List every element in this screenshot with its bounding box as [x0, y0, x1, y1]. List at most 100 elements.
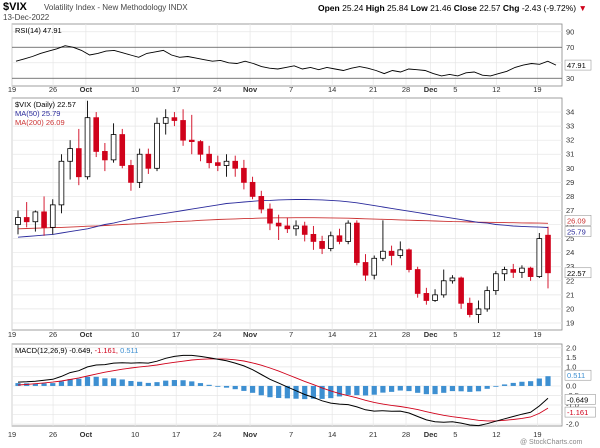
down-arrow-icon: ▼: [578, 3, 587, 13]
x-tick-label: 10: [131, 330, 139, 339]
candle-body: [449, 277, 456, 282]
candle-body: [293, 225, 299, 230]
x-tick-label: 24: [213, 430, 221, 439]
macd-hist-tag-text: 0.511: [567, 371, 585, 380]
candle-body: [380, 250, 386, 259]
macd-histogram-bar: [406, 385, 412, 392]
high-label: High: [365, 3, 385, 13]
macd-histogram-bar: [119, 379, 125, 386]
macd-legend: MACD(12,26,9) -0.649, -1.161, 0.511: [15, 346, 138, 355]
candle-body: [171, 117, 178, 121]
macd-histogram-bar: [467, 385, 473, 392]
x-tick-label: 5: [453, 330, 457, 339]
candle-body: [67, 148, 73, 162]
x-tick-label: Nov: [243, 330, 258, 339]
macd-histogram-bar: [528, 381, 534, 386]
x-tick-label: 14: [328, 85, 336, 94]
low-value: 21.46: [430, 3, 452, 13]
price-tick-label: 24: [566, 248, 574, 257]
rsi-line: [15, 45, 557, 77]
price-tick-label: 22: [566, 276, 574, 285]
macd-histogram-bar: [345, 385, 351, 395]
candle-body: [527, 267, 534, 277]
candle-body: [215, 162, 221, 166]
candle-body: [258, 196, 265, 210]
macd-histogram-bar: [206, 384, 212, 386]
price-tick-label: 32: [566, 136, 574, 145]
candle-body: [536, 238, 543, 277]
macd-histogram-bar: [475, 385, 482, 392]
macd-signal-tag-bg: [564, 406, 596, 418]
x-tick-label: 28: [402, 330, 410, 339]
x-tick-label: Dec: [424, 330, 438, 339]
macd-histogram-bar: [336, 385, 343, 397]
candle-body: [388, 250, 395, 256]
open-value: 25.24: [342, 3, 364, 13]
x-tick-label: 12: [492, 85, 500, 94]
macd-histogram-bar: [519, 381, 525, 386]
price-tick-label: 31: [566, 150, 574, 159]
macd-histogram-bar: [458, 385, 464, 392]
chart-date: 13-Dec-2022: [3, 13, 50, 22]
macd-histogram-bar: [267, 385, 273, 398]
macd-legend-part: MACD(12,26,9): [15, 346, 69, 355]
x-tick-label: Nov: [243, 430, 258, 439]
macd-histogram-bar: [449, 385, 456, 392]
ma200-tag-text: 26.09: [567, 216, 586, 225]
x-tick-label: 26: [49, 330, 57, 339]
candle-body: [136, 153, 143, 183]
candle-body: [275, 222, 282, 227]
macd-histogram-bar: [110, 378, 117, 386]
macd-histogram-bar: [380, 385, 386, 393]
x-tick-label: 19: [533, 330, 541, 339]
macd-tick-label: 1.0: [566, 362, 576, 371]
x-tick-label: 19: [8, 330, 16, 339]
candle-body: [362, 262, 369, 276]
candle-body: [327, 235, 334, 249]
candle-body: [510, 269, 517, 273]
macd-hist-tag-bg: [564, 369, 592, 381]
x-tick-label: 7: [289, 85, 293, 94]
candle-body: [145, 153, 152, 169]
stockcharts-credit: @ StockCharts.com: [520, 439, 583, 446]
x-tick-label: 26: [49, 85, 57, 94]
candle-body: [15, 217, 21, 225]
macd-histogram-bar: [362, 385, 369, 396]
macd-histogram-bar: [102, 378, 108, 386]
macd-histogram-bar: [276, 385, 282, 398]
candle-body: [484, 290, 490, 310]
macd-histogram-bar: [197, 383, 204, 386]
macd-histogram-bar: [354, 385, 360, 396]
x-tick-label: 10: [131, 85, 139, 94]
macd-histogram-bar: [50, 383, 56, 386]
macd-panel: 2.01.51.00.50.0-0.5-1.0-1.5-2.0MACD(12,2…: [11, 343, 596, 429]
macd-histogram-bar: [423, 385, 429, 395]
candle-body: [206, 153, 212, 164]
candle-body: [41, 211, 47, 228]
candle-body: [519, 267, 525, 273]
x-tick-label: Nov: [243, 85, 258, 94]
macd-histogram-bar: [232, 385, 238, 390]
macd-histogram-bar: [493, 385, 499, 387]
candle-body: [501, 269, 508, 275]
candle-body: [310, 233, 317, 242]
rsi-frame: [11, 23, 563, 87]
x-tick-label: 17: [172, 85, 180, 94]
rsi-legend: RSI(14) 47.91: [15, 26, 62, 35]
price-tick-label: 23: [566, 262, 574, 271]
macd-histogram-bar: [67, 379, 73, 386]
candle-body: [23, 217, 30, 223]
candle-body: [423, 293, 430, 301]
x-tick-label: 21: [369, 85, 377, 94]
candle-body: [336, 235, 343, 242]
rsi-tick-label: 90: [566, 27, 574, 36]
close-tag-text: 22.57: [567, 269, 586, 278]
x-tick-label: 19: [8, 430, 16, 439]
macd-histogram-bar: [415, 385, 421, 393]
x-tick-label: 28: [402, 430, 410, 439]
candle-body: [319, 241, 325, 249]
macd-histogram-bar: [328, 385, 334, 399]
price-tick-label: 25: [566, 234, 574, 243]
candle-body: [162, 117, 169, 124]
candle-body: [49, 204, 56, 228]
